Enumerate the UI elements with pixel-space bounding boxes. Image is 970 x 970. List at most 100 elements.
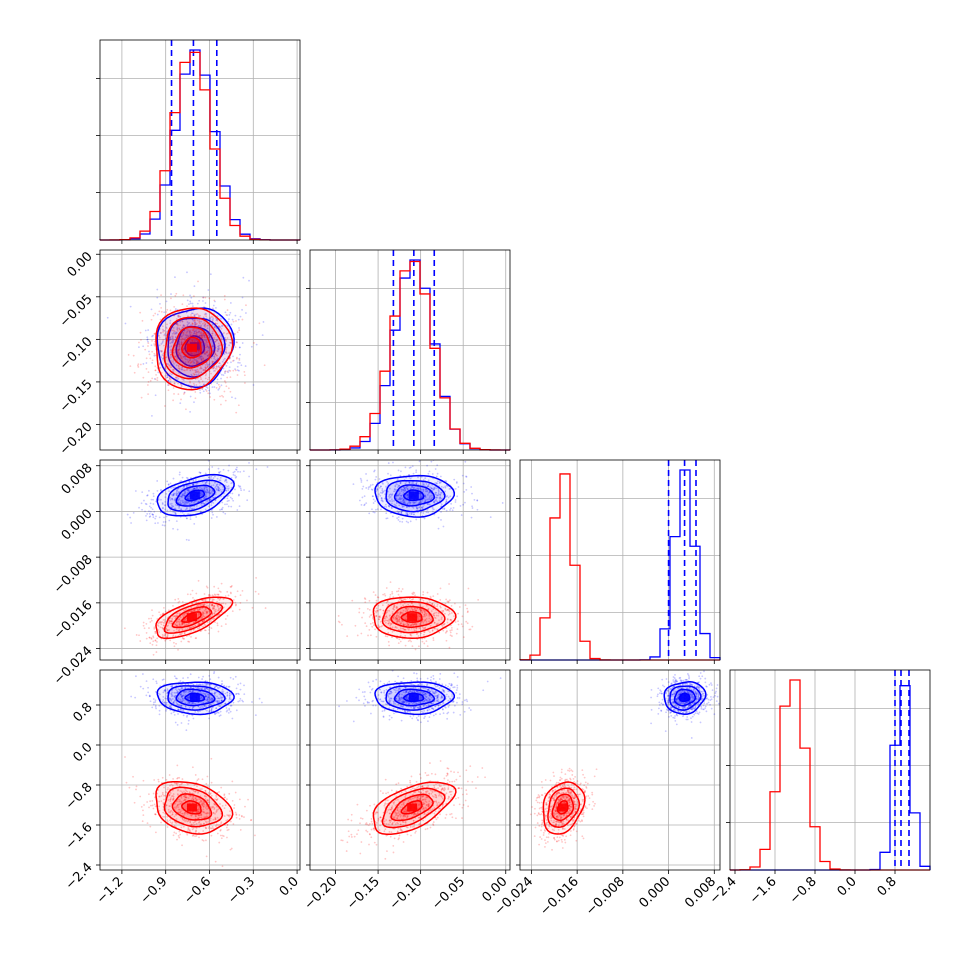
scatter-point xyxy=(235,341,238,344)
scatter-point xyxy=(212,608,214,611)
scatter-point xyxy=(227,489,230,491)
scatter-point xyxy=(221,680,223,683)
scatter-point xyxy=(196,313,199,315)
scatter-point xyxy=(162,521,165,523)
scatter-point xyxy=(163,689,166,692)
scatter-point xyxy=(169,372,172,375)
scatter-point xyxy=(204,599,207,602)
scatter-point xyxy=(148,516,151,518)
scatter-point xyxy=(199,376,202,379)
scatter-point xyxy=(224,602,227,605)
scatter-point xyxy=(203,603,206,605)
scatter-point xyxy=(167,483,170,486)
scatter-point xyxy=(164,689,167,692)
scatter-point xyxy=(175,494,178,496)
scatter-point xyxy=(147,380,150,383)
scatter-point xyxy=(234,314,237,317)
scatter-point xyxy=(251,701,253,703)
scatter-point xyxy=(217,329,220,332)
scatter-point xyxy=(206,354,209,357)
scatter-point xyxy=(207,632,210,635)
scatter-point xyxy=(437,489,440,492)
scatter-point xyxy=(196,361,198,364)
scatter-point xyxy=(439,599,442,601)
scatter-point xyxy=(189,690,192,693)
scatter-point xyxy=(234,601,237,604)
scatter-point xyxy=(374,500,377,503)
scatter-point xyxy=(399,623,402,625)
scatter-point xyxy=(199,608,201,611)
scatter-point xyxy=(181,326,184,329)
scatter-point xyxy=(195,384,198,386)
scatter-point xyxy=(212,484,215,487)
scatter-point xyxy=(180,687,183,690)
scatter-point xyxy=(163,624,165,627)
scatter-point xyxy=(185,501,188,504)
scatter-point xyxy=(157,522,159,524)
scatter-point xyxy=(400,590,403,593)
scatter-point xyxy=(166,625,169,628)
scatter-point xyxy=(197,331,200,334)
scatter-point xyxy=(193,339,196,342)
scatter-point xyxy=(228,464,230,467)
scatter-point xyxy=(172,494,174,497)
scatter-point xyxy=(436,500,439,503)
scatter-point xyxy=(206,500,209,503)
scatter-point xyxy=(166,635,169,638)
scatter-point xyxy=(230,323,233,326)
scatter-point xyxy=(189,359,192,362)
scatter-point xyxy=(163,516,165,519)
scatter-point xyxy=(403,628,406,631)
scatter-point xyxy=(237,700,240,703)
scatter-point xyxy=(189,515,192,518)
scatter-point xyxy=(181,622,184,625)
scatter-point xyxy=(399,634,402,637)
scatter-point xyxy=(170,329,173,332)
scatter-point xyxy=(398,493,401,496)
scatter-point xyxy=(182,338,184,340)
scatter-point xyxy=(192,375,194,378)
scatter-point xyxy=(187,374,190,377)
scatter-point xyxy=(148,636,151,639)
scatter-point xyxy=(411,608,414,611)
scatter-point xyxy=(242,276,245,279)
scatter-point xyxy=(418,627,421,630)
scatter-point xyxy=(167,359,170,362)
scatter-point xyxy=(408,501,411,503)
scatter-point xyxy=(208,353,211,356)
scatter-point xyxy=(202,333,205,335)
scatter-point xyxy=(407,496,410,499)
scatter-point xyxy=(169,357,172,360)
scatter-point xyxy=(191,302,194,305)
scatter-point xyxy=(395,502,398,505)
scatter-point xyxy=(193,373,196,376)
scatter-point xyxy=(170,504,173,507)
scatter-point xyxy=(180,503,183,505)
scatter-point xyxy=(181,700,183,703)
scatter-point xyxy=(389,500,392,502)
scatter-point xyxy=(199,356,201,359)
panel-content xyxy=(106,271,266,417)
scatter-point xyxy=(132,354,135,357)
scatter-point xyxy=(142,345,145,348)
scatter-point xyxy=(185,508,188,510)
scatter-point xyxy=(135,634,138,636)
scatter-point xyxy=(142,363,145,365)
scatter-point xyxy=(406,627,409,630)
scatter-point xyxy=(200,487,203,490)
scatter-point xyxy=(226,485,229,488)
scatter-point xyxy=(226,691,229,694)
scatter-point xyxy=(181,335,183,337)
scatter-point xyxy=(461,474,464,477)
scatter-point xyxy=(172,634,175,637)
scatter-point xyxy=(175,621,178,624)
scatter-point xyxy=(203,503,206,505)
scatter-point xyxy=(395,483,398,485)
scatter-point xyxy=(234,397,237,400)
scatter-point xyxy=(427,485,429,488)
scatter-point xyxy=(187,622,190,625)
scatter-point xyxy=(172,338,175,341)
scatter-point xyxy=(179,328,181,331)
scatter-point xyxy=(200,337,203,340)
scatter-point xyxy=(234,346,237,349)
